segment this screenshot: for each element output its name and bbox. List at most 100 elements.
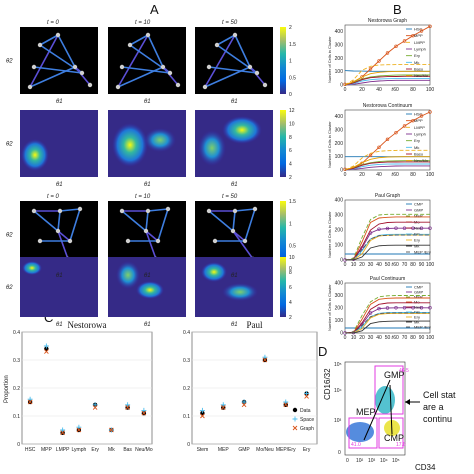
line-chart-xtick: 0 [344,87,347,93]
line-chart-ylabel: Number of Cells in Cluster [327,121,332,168]
series-line-mk [344,163,430,171]
graph-edge [145,230,157,260]
scatter-ytick: 0 [187,442,190,448]
line-chart-ylabel: Number of Cells in Cluster [327,211,332,258]
scatter-ytick: 0.2 [183,386,190,392]
colorbar-tick: 8 [289,270,292,276]
theta1-label: θ1 [144,322,151,328]
line-chart-ytick: 300 [335,128,344,134]
graph-node [115,84,121,90]
scatter-category: Lymph [71,447,86,453]
scatter-ytick: 0.3 [13,358,20,364]
line-chart-xtick: 60 [393,262,399,268]
line-chart-xtick: 0 [344,172,347,178]
line-chart-xtick: 20 [359,172,365,178]
line-chart-ytick: 400 [335,114,344,120]
legend-label: Neu/Mo [414,158,429,163]
line-chart-title: Paul Continuum [370,276,406,282]
series-marker [377,306,381,311]
heatmap-row4-drawn [20,257,273,317]
line-chart-ytick: 0 [340,83,343,89]
scatter-category: MEP/Ery [276,447,296,453]
graph-edge [162,66,179,86]
line-chart-xtick: 0 [344,335,347,341]
point-space [304,391,310,397]
line-chart-ytick: 0 [340,258,343,264]
graph-edge [232,230,254,260]
legend-label: Mk [414,320,419,325]
gate-gmp [374,365,404,415]
line-chart-xtick: 40 [376,262,382,268]
graph-edge [121,66,171,74]
graph-node [212,238,218,244]
d-xtick-4: 10⁵ [392,458,400,464]
graph-edge [208,66,258,74]
line-chart-xtick: 20 [359,87,365,93]
theta1-label: θ1 [144,273,151,279]
legend-marker [292,425,298,431]
graph-edge [57,230,69,260]
graph-node [57,208,63,214]
graph-node [55,228,61,234]
line-chart-xtick: 20 [359,262,365,268]
series-line-mk [344,78,430,86]
d-xtick-3: 10⁴ [380,458,388,464]
legend-label: MEP /Ery [414,325,431,330]
theta1-label: θ1 [56,99,63,105]
series-marker [360,75,364,79]
graph-edge [117,34,149,88]
time-label-r1-2: t = 50 [222,20,238,26]
legend-label: CMP [414,285,423,290]
legend-marker [292,416,298,422]
d-ylabel: CD16/32 [323,368,332,400]
colorbar-tick: 0.5 [289,244,296,250]
line-chart-xtick: 100 [426,335,435,341]
scatter-ytick: 0.4 [13,330,20,336]
graph-node [37,238,43,244]
graph-edge [57,210,61,232]
series-line-ery [344,160,430,171]
line-chart-xtick: 70 [402,335,408,341]
line-chart-xtick: 80 [410,335,416,341]
point-space [199,407,205,413]
heatmaps-row2 [20,110,273,177]
graph-node [230,228,236,234]
theta1-label: θ1 [231,182,238,188]
gate-value-mep: 41.0 [351,442,361,448]
series-marker [377,227,381,231]
graph-node [55,32,61,38]
line-chart-xlabel: t [392,335,394,341]
line-chart-ytick: 200 [335,56,344,62]
series-line-baso [344,161,430,171]
theta1-label: θ1 [231,322,238,328]
graph-node [31,64,37,70]
scatter-ylabel: Proportion [4,375,10,403]
series-line-mk [344,244,430,261]
legend-label: GMP [414,290,423,295]
theta2-label: θ2 [6,59,13,65]
theta1-label: θ1 [56,182,63,188]
scatter-ytick: 0.1 [13,414,20,420]
series-line-mpp [344,111,431,170]
series-line-mep--ery [344,234,430,261]
line-chart-xtick: 10 [351,335,357,341]
legend-label: Graph [300,426,314,432]
colorbar-tick: 1.5 [289,199,296,205]
scatter-title: Nestorowa [68,320,107,330]
theta1-label: θ1 [144,182,151,188]
line-chart-xtick: 0 [344,262,347,268]
graph-edge [33,210,59,232]
scatter-ytick: 0.1 [183,414,190,420]
series-marker [428,110,432,114]
colorbar-tick: 0 [289,266,292,272]
series-line-baso [344,75,430,86]
colorbar-2 [280,110,286,177]
line-chart-xtick: 30 [368,335,374,341]
point-graph [92,405,98,410]
graph-edge [249,66,266,86]
series-marker [368,311,373,315]
legend-label: Ery [414,315,420,320]
graph-node [145,208,151,214]
heatmap-r4-2-blob2 [222,283,258,301]
